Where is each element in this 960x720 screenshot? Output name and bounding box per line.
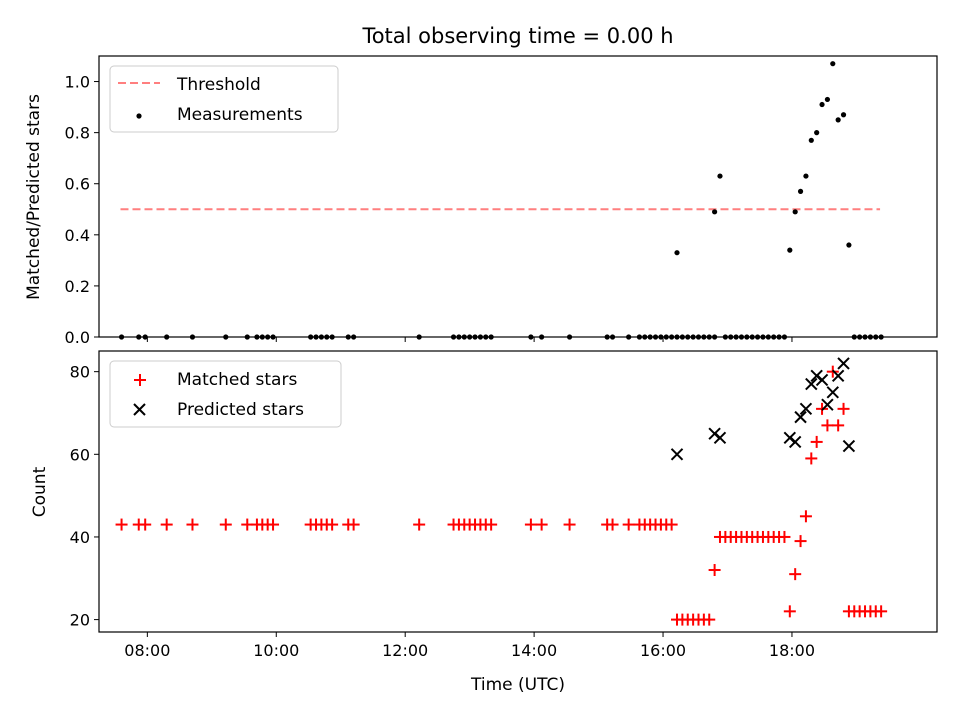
matched-star-point — [832, 419, 845, 432]
matched-star-point — [805, 452, 818, 465]
top-panel: 0.0 0.2 0.4 0.6 0.8 1.0 Matched/Predicted sta… — [24, 55, 938, 347]
x-tick-label: 18:00 — [769, 641, 815, 660]
predicted-star-point — [826, 386, 839, 399]
top-y-tick-label: 0.2 — [65, 277, 90, 296]
matched-star-point — [186, 518, 199, 531]
matched-star-point — [219, 518, 232, 531]
top-axes-frame — [98, 55, 938, 338]
bottom-y-tick-label: 60 — [70, 445, 90, 464]
matched-star-point — [524, 518, 537, 531]
matched-star-point — [708, 564, 721, 577]
matched-star-point — [810, 435, 823, 448]
matched-star-point — [160, 518, 173, 531]
matched-star-point — [485, 518, 498, 531]
matched-star-point — [622, 518, 635, 531]
top-y-tick-label: 0.8 — [65, 124, 90, 143]
matched-star-point — [347, 518, 360, 531]
bottom-y-tick-label: 20 — [70, 611, 90, 630]
matched-star-point — [778, 530, 791, 543]
top-y-tick-label: 0.4 — [65, 226, 90, 245]
matched-star-point — [326, 518, 339, 531]
predicted-star-point — [794, 410, 807, 424]
legend-matched-label: Matched stars — [177, 370, 297, 390]
predicted-star-point — [805, 377, 818, 391]
matched-star-point — [799, 510, 812, 523]
matched-star-point — [837, 402, 850, 415]
x-axis-label: Time (UTC) — [470, 675, 565, 695]
measurement-point — [717, 173, 723, 179]
x-tick-label: 16:00 — [640, 641, 686, 660]
matched-star-point — [267, 518, 280, 531]
matched-star-point — [789, 568, 802, 581]
predicted-star-point — [821, 398, 834, 411]
measurement-point — [824, 96, 831, 103]
measurement-point — [814, 130, 820, 136]
bottom-plot-marks — [115, 357, 888, 626]
legend-measurements-label: Measurements — [177, 105, 303, 125]
matched-star-point — [535, 518, 548, 531]
top-ticks: 0.0 0.2 0.4 0.6 0.8 1.0 — [65, 73, 793, 347]
matched-star-point — [821, 419, 834, 432]
legend-threshold-label: Threshold — [176, 75, 261, 95]
bottom-y-tick-label: 80 — [70, 363, 90, 382]
matched-star-point — [794, 535, 807, 548]
measurement-point — [835, 117, 841, 123]
measurement-point — [797, 188, 804, 194]
matched-star-point — [413, 518, 426, 531]
bottom-ticks: 08:00 10:00 12:00 14:00 16:00 18:00 20 40 60 80 — [70, 363, 815, 660]
bottom-y-axis-label: Count — [30, 466, 50, 517]
measurement-point — [840, 112, 847, 118]
x-tick-label: 14:00 — [511, 641, 557, 660]
top-y-axis-label: Matched/Predicted stars — [24, 94, 44, 300]
matched-star-point — [139, 518, 152, 531]
measurement-point — [712, 209, 718, 215]
predicted-star-point — [842, 439, 856, 453]
legend-matched-swatch — [134, 374, 146, 386]
measurement-point — [830, 61, 836, 67]
measurement-point — [846, 242, 852, 248]
measurement-point — [803, 173, 809, 179]
top-y-tick-label: 1.0 — [65, 73, 90, 92]
matched-star-point — [875, 605, 888, 618]
top-y-tick-label: 0.0 — [65, 328, 90, 347]
bottom-panel: 08:00 10:00 12:00 14:00 16:00 18:00 20 40 60 80 C… — [30, 350, 938, 695]
predicted-star-point — [799, 402, 813, 416]
bottom-y-tick-label: 40 — [70, 528, 90, 547]
measurement-point — [819, 101, 825, 108]
top-legend: Threshold Measurements — [109, 65, 339, 133]
bottom-legend: Matched stars Predicted stars — [109, 360, 342, 428]
measurement-point — [808, 137, 814, 143]
chart-title: Total observing time = 0.00 h — [361, 24, 673, 48]
legend-predicted-label: Predicted stars — [177, 400, 304, 420]
measurement-point — [792, 209, 798, 215]
matched-star-point — [606, 518, 619, 531]
predicted-star-point — [788, 435, 802, 449]
legend-predicted-swatch — [133, 403, 146, 416]
x-tick-label: 08:00 — [124, 641, 170, 660]
measurement-point — [674, 250, 680, 256]
x-tick-label: 12:00 — [382, 641, 428, 660]
bottom-axes-frame — [98, 350, 938, 633]
x-tick-label: 10:00 — [253, 641, 299, 660]
matched-star-point — [563, 518, 576, 531]
matched-star-point — [783, 605, 796, 618]
matched-star-point — [115, 518, 128, 531]
predicted-star-point — [713, 431, 727, 444]
predicted-star-point — [815, 373, 829, 387]
matched-star-point — [665, 518, 678, 531]
measurement-point — [787, 247, 793, 253]
predicted-star-point — [831, 369, 845, 383]
predicted-star-point — [670, 448, 684, 461]
legend-measurements-swatch — [136, 113, 142, 119]
predicted-star-point — [837, 357, 850, 370]
matched-star-point — [703, 613, 716, 626]
top-y-tick-label: 0.6 — [65, 175, 90, 194]
